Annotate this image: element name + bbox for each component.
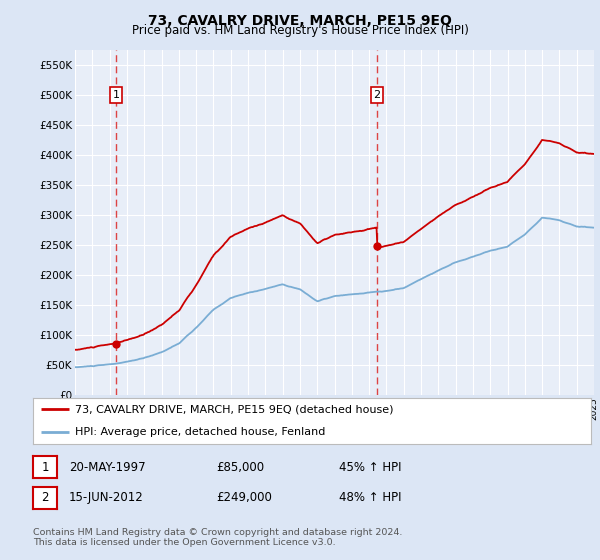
Text: 20-MAY-1997: 20-MAY-1997 [69,461,146,474]
Text: 73, CAVALRY DRIVE, MARCH, PE15 9EQ (detached house): 73, CAVALRY DRIVE, MARCH, PE15 9EQ (deta… [75,404,394,414]
Text: 1: 1 [113,90,119,100]
Text: HPI: Average price, detached house, Fenland: HPI: Average price, detached house, Fenl… [75,427,325,437]
Text: 45% ↑ HPI: 45% ↑ HPI [339,461,401,474]
Text: 1: 1 [41,461,49,474]
Text: Contains HM Land Registry data © Crown copyright and database right 2024.
This d: Contains HM Land Registry data © Crown c… [33,528,403,547]
Text: 2: 2 [41,492,49,505]
Text: 48% ↑ HPI: 48% ↑ HPI [339,492,401,505]
Text: 73, CAVALRY DRIVE, MARCH, PE15 9EQ: 73, CAVALRY DRIVE, MARCH, PE15 9EQ [148,14,452,28]
Text: £85,000: £85,000 [216,461,264,474]
Text: 15-JUN-2012: 15-JUN-2012 [69,492,144,505]
Text: 2: 2 [373,90,380,100]
Text: Price paid vs. HM Land Registry's House Price Index (HPI): Price paid vs. HM Land Registry's House … [131,24,469,37]
Text: £249,000: £249,000 [216,492,272,505]
